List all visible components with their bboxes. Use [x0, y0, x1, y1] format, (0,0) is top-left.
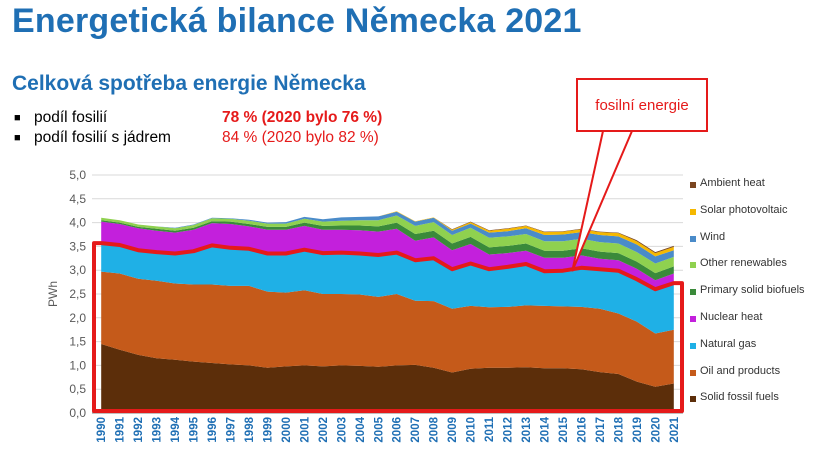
y-axis-label: PWh: [46, 281, 60, 307]
x-tick-label: 1990: [96, 417, 108, 443]
legend-swatch: [690, 396, 696, 403]
x-tick-label: 2015: [558, 416, 570, 442]
y-tick-label: 1,5: [69, 335, 86, 349]
x-tick-label: 2017: [595, 417, 607, 443]
legend-swatch: [690, 235, 696, 242]
x-tick-label: 2010: [466, 417, 478, 443]
y-tick-label: 2,0: [69, 311, 86, 325]
x-tick-label: 2003: [336, 417, 348, 443]
y-tick-label: 0,0: [69, 406, 86, 420]
legend-swatch: [690, 262, 696, 269]
y-tick-label: 3,0: [69, 263, 86, 277]
area-other-renewables: [101, 215, 674, 274]
page-subtitle: Celková spotřeba energie Německa: [12, 72, 366, 95]
legend-swatch: [690, 182, 696, 188]
x-tick-label: 2018: [613, 416, 625, 442]
legend-label: Natural gas: [700, 337, 757, 350]
area-wind: [101, 211, 674, 264]
legend-label: Ambient heat: [700, 177, 765, 189]
area-solar-photovoltaic: [101, 211, 674, 257]
y-tick-label: 4,5: [69, 192, 86, 206]
x-tick-label: 2020: [650, 417, 662, 443]
x-tick-label: 2014: [539, 416, 551, 442]
legend-label: Oil and products: [700, 364, 781, 377]
x-tick-label: 1995: [189, 416, 201, 442]
legend-label: Other renewables: [700, 257, 787, 270]
legend-swatch: [690, 369, 696, 376]
x-tick-label: 2012: [503, 417, 515, 443]
y-tick-label: 4,0: [69, 216, 86, 230]
x-tick-label: 2009: [447, 417, 459, 443]
legend-swatch: [690, 342, 696, 349]
legend-swatch: [690, 208, 696, 215]
x-tick-label: 2007: [410, 417, 422, 443]
bullet-value: 78 % (2020 bylo 76 %): [222, 109, 383, 126]
y-tick-label: 1,0: [69, 358, 86, 372]
x-tick-label: 2013: [521, 417, 533, 443]
area-nuclear-heat: [101, 221, 674, 290]
y-tick-label: 5,0: [69, 168, 86, 182]
x-tick-label: 2011: [484, 416, 496, 442]
x-tick-label: 2005: [373, 416, 385, 442]
fossil-highlight-outline: [92, 241, 684, 413]
callout-pointer: [571, 130, 633, 272]
x-tick-label: 1992: [133, 417, 145, 443]
x-tick-label: 2002: [318, 417, 330, 443]
legend-label: Solid fossil fuels: [700, 391, 779, 404]
y-tick-label: 2,5: [69, 287, 86, 301]
y-tick-label: 3,5: [69, 239, 86, 253]
bullet-value: 84 % (2020 bylo 82 %): [222, 129, 379, 146]
x-tick-label: 2004: [355, 416, 367, 442]
bullet-marker: ■: [14, 112, 21, 124]
legend-swatch: [690, 289, 696, 296]
x-tick-label: 1993: [152, 417, 164, 443]
y-tick-label: 0,5: [69, 382, 86, 396]
page-title: Energetická bilance Německa 2021: [12, 2, 582, 40]
legend-label: Solar photovoltaic: [700, 203, 788, 216]
x-tick-label: 1998: [244, 416, 256, 442]
area-solid-fossil-fuels: [101, 344, 674, 413]
x-tick-label: 2008: [429, 416, 441, 442]
x-tick-label: 1996: [207, 417, 219, 443]
area-natural-gas: [101, 243, 674, 334]
x-tick-label: 2000: [281, 417, 293, 443]
x-tick-label: 1991: [115, 416, 127, 442]
x-tick-label: 2021: [669, 416, 681, 442]
bullet-marker: ■: [14, 132, 21, 144]
legend-swatch: [690, 315, 696, 322]
x-tick-label: 2016: [576, 417, 588, 443]
x-tick-label: 2006: [392, 417, 404, 443]
legend-label: Wind: [700, 230, 726, 243]
legend-label: Primary solid biofuels: [700, 284, 805, 297]
callout-box: fosilní energie: [576, 78, 708, 132]
bullet-label: podíl fosilií: [34, 109, 108, 126]
bullet-label: podíl fosilií s jádrem: [34, 129, 171, 146]
area-oil-and-products: [101, 271, 674, 387]
x-tick-label: 1999: [262, 417, 274, 443]
legend-label: Nuclear heat: [700, 310, 763, 323]
x-tick-label: 2001: [299, 416, 311, 442]
x-tick-label: 1994: [170, 416, 182, 442]
x-tick-label: 1997: [226, 417, 238, 443]
callout-label: fosilní energie: [595, 96, 689, 114]
x-tick-label: 2019: [632, 417, 644, 443]
